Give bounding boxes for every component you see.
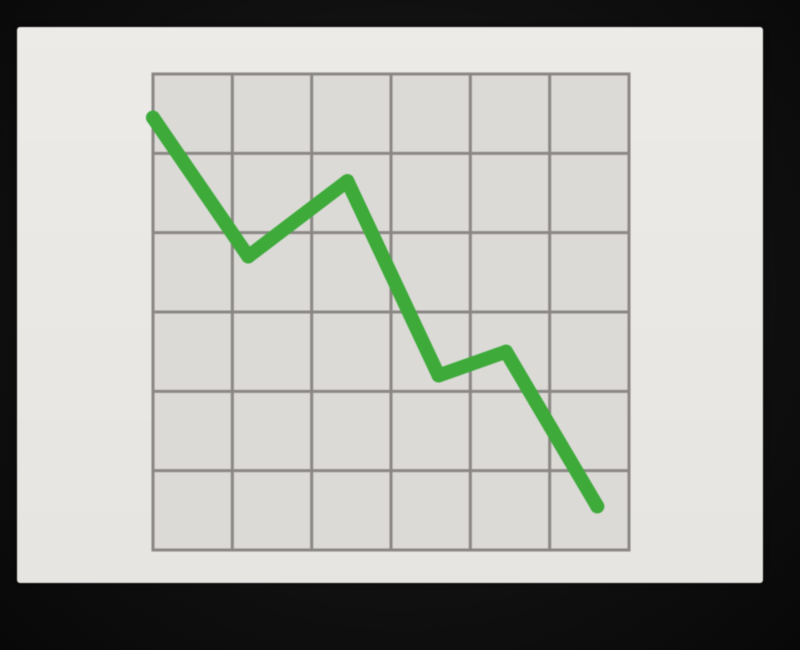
data-point bbox=[431, 368, 446, 383]
series-line bbox=[146, 110, 605, 514]
data-point bbox=[146, 110, 160, 125]
data-point bbox=[340, 174, 355, 189]
data-point bbox=[499, 344, 514, 359]
series-group bbox=[146, 110, 605, 514]
line-chart bbox=[146, 72, 631, 552]
plot-frame bbox=[151, 72, 631, 552]
data-point bbox=[590, 499, 605, 514]
data-point bbox=[241, 249, 256, 264]
chart-card bbox=[17, 27, 763, 583]
